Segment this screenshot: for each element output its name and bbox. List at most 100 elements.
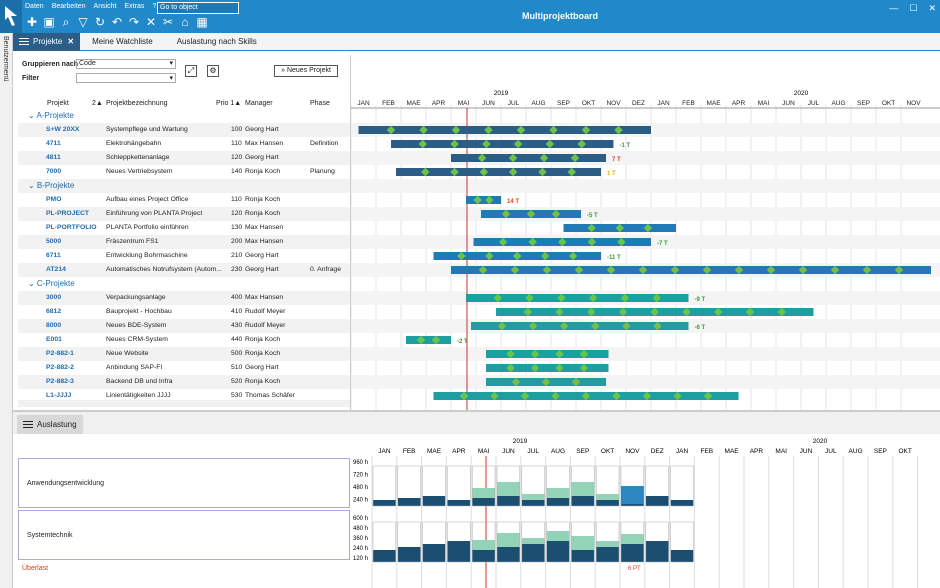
milestone-marker[interactable] bbox=[642, 391, 652, 401]
milestone-marker[interactable] bbox=[506, 363, 515, 373]
milestone-marker[interactable] bbox=[551, 391, 560, 401]
milestone-marker[interactable] bbox=[485, 251, 494, 261]
goto-object-input[interactable]: Go to object bbox=[157, 2, 239, 14]
gantt-bar[interactable] bbox=[358, 126, 652, 134]
add-icon[interactable]: ✚ bbox=[26, 15, 38, 29]
gantt-bar[interactable] bbox=[396, 168, 601, 176]
gantt-bar[interactable] bbox=[486, 364, 609, 372]
milestone-marker[interactable] bbox=[513, 139, 523, 149]
col-bezeichnung[interactable]: Projektbezeichnung bbox=[106, 100, 168, 107]
gantt-bar[interactable] bbox=[451, 266, 931, 274]
col-manager[interactable]: Manager bbox=[245, 100, 273, 107]
settings-icon[interactable]: ⚙ bbox=[207, 65, 219, 77]
milestone-marker[interactable] bbox=[557, 293, 566, 303]
table-row[interactable]: P2-882-1 Neue Website 500 Ronja Koch bbox=[18, 347, 350, 361]
milestone-marker[interactable] bbox=[579, 349, 589, 359]
cell-code[interactable]: PL-PORTFOLIO bbox=[46, 224, 97, 231]
close-icon[interactable]: ✕ bbox=[145, 15, 157, 29]
milestone-marker[interactable] bbox=[571, 377, 581, 387]
group-by-select[interactable]: Code ▾ bbox=[76, 59, 176, 69]
milestone-marker[interactable] bbox=[745, 307, 755, 317]
group-row[interactable]: ⌄ C-Projekte bbox=[18, 277, 350, 291]
refresh-icon[interactable]: ↻ bbox=[94, 15, 106, 29]
milestone-marker[interactable] bbox=[617, 237, 626, 247]
hamburger-icon[interactable] bbox=[19, 36, 29, 47]
col-prio[interactable]: Prio 1▲ bbox=[216, 100, 242, 107]
cell-code[interactable]: 4811 bbox=[46, 154, 61, 161]
hamburger-icon[interactable] bbox=[23, 419, 33, 430]
milestone-marker[interactable] bbox=[798, 265, 808, 275]
milestone-marker[interactable] bbox=[652, 293, 661, 303]
table-row[interactable]: 4811 Schleppkettenanlage 120 Georg Hart bbox=[18, 151, 350, 165]
milestone-marker[interactable] bbox=[567, 167, 576, 177]
col-projekt[interactable]: Projekt bbox=[47, 100, 69, 107]
table-row[interactable]: P2-882-2 Anbindung SAP-FI 510 Georg Hart bbox=[18, 361, 350, 375]
new-project-button[interactable]: » Neues Projekt bbox=[274, 65, 338, 77]
table-row[interactable]: 8000 Neues BDE-System 430 Rudolf Meyer bbox=[18, 319, 350, 333]
menu-bearbeiten[interactable]: Bearbeiten bbox=[51, 3, 86, 10]
milestone-marker[interactable] bbox=[830, 265, 840, 275]
milestone-marker[interactable] bbox=[530, 363, 540, 373]
milestone-marker[interactable] bbox=[612, 391, 621, 401]
tools-icon[interactable]: ✂ bbox=[162, 15, 174, 29]
redo-icon[interactable]: ↷ bbox=[128, 15, 140, 29]
milestone-marker[interactable] bbox=[673, 391, 682, 401]
milestone-marker[interactable] bbox=[682, 307, 691, 317]
milestone-marker[interactable] bbox=[523, 307, 532, 317]
group-row[interactable]: ⌄ A-Projekte bbox=[18, 109, 350, 123]
cell-code[interactable]: E001 bbox=[46, 336, 62, 343]
milestone-marker[interactable] bbox=[493, 293, 503, 303]
milestone-marker[interactable] bbox=[450, 139, 459, 149]
menu-extras[interactable]: Extras bbox=[124, 3, 145, 10]
milestone-marker[interactable] bbox=[484, 125, 493, 135]
gantt-bar[interactable] bbox=[466, 294, 689, 302]
gantt-bar[interactable] bbox=[471, 322, 689, 330]
undo-icon[interactable]: ↶ bbox=[111, 15, 123, 29]
cell-code[interactable]: P2-882-2 bbox=[46, 364, 74, 371]
table-row[interactable]: 5000 Fräszentrum FS1 200 Max Hansen bbox=[18, 235, 350, 249]
table-row[interactable]: PL-PROJECT Einführung von PLANTA Project 1… bbox=[18, 207, 350, 221]
gantt-bar[interactable] bbox=[486, 350, 609, 358]
milestone-marker[interactable] bbox=[497, 321, 507, 331]
menu-daten[interactable]: Daten bbox=[25, 3, 44, 10]
tab-projekte[interactable]: Projekte ✕ bbox=[13, 33, 81, 51]
cell-code[interactable]: 7000 bbox=[46, 168, 62, 175]
milestone-marker[interactable] bbox=[618, 307, 628, 317]
cell-code[interactable]: 3000 bbox=[46, 294, 62, 301]
menu-ansicht[interactable]: Ansicht bbox=[93, 3, 117, 10]
app-logo[interactable] bbox=[0, 0, 22, 33]
milestone-marker[interactable] bbox=[606, 265, 616, 275]
maximize-icon[interactable]: ☐ bbox=[909, 3, 918, 13]
cell-code[interactable]: PMO bbox=[46, 196, 62, 203]
group-anwendungsentwicklung[interactable]: Anwendungsentwicklung bbox=[18, 458, 350, 508]
col-sort-indicator[interactable]: 2▲ bbox=[92, 100, 103, 107]
close-window-icon[interactable]: ✕ bbox=[928, 3, 936, 13]
group-row[interactable]: ⌄ B-Projekte bbox=[18, 179, 350, 193]
milestone-marker[interactable] bbox=[538, 167, 547, 177]
tab-auslastung[interactable]: Auslastung bbox=[17, 415, 83, 434]
milestone-marker[interactable] bbox=[622, 321, 631, 331]
cell-code[interactable]: P2-882-3 bbox=[46, 378, 74, 385]
milestone-marker[interactable] bbox=[498, 237, 508, 247]
milestone-marker[interactable] bbox=[545, 139, 555, 149]
cell-code[interactable]: 5000 bbox=[46, 238, 62, 245]
milestone-marker[interactable] bbox=[490, 391, 499, 401]
milestone-marker[interactable] bbox=[894, 265, 904, 275]
milestone-marker[interactable] bbox=[777, 307, 786, 317]
milestone-marker[interactable] bbox=[555, 349, 564, 359]
milestone-marker[interactable] bbox=[459, 391, 469, 401]
minimize-icon[interactable]: — bbox=[889, 3, 899, 13]
milestone-marker[interactable] bbox=[506, 349, 515, 359]
milestone-marker[interactable] bbox=[482, 139, 491, 149]
milestone-marker[interactable] bbox=[501, 209, 511, 219]
milestone-marker[interactable] bbox=[508, 167, 518, 177]
milestone-marker[interactable] bbox=[587, 237, 597, 247]
milestone-marker[interactable] bbox=[714, 307, 723, 317]
cell-code[interactable]: 4711 bbox=[46, 140, 61, 147]
milestone-marker[interactable] bbox=[520, 391, 530, 401]
table-row[interactable]: 7000 Neues Vertriebsystem 140 Ronja Koch Pla… bbox=[18, 165, 350, 179]
tab-watchliste[interactable]: Meine Watchliste bbox=[92, 37, 153, 46]
milestone-marker[interactable] bbox=[734, 265, 744, 275]
table-row[interactable]: 4711 Elektrohängebahn 110 Max Hansen Definit… bbox=[18, 137, 350, 151]
gantt-bar[interactable] bbox=[451, 154, 606, 162]
